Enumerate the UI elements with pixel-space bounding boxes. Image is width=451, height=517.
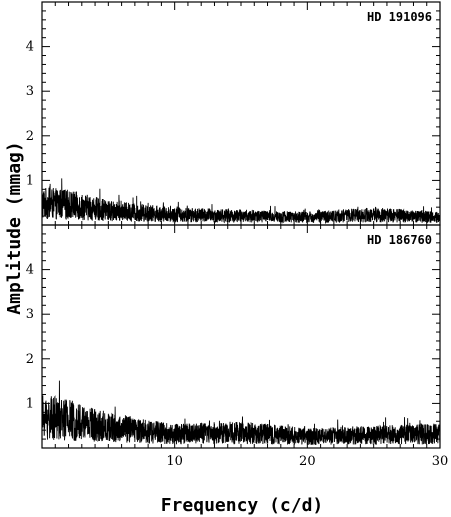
amplitude-spectrum-series [41, 178, 441, 225]
y-tick-label: 4 [26, 40, 34, 55]
panel-2: 1 2 3 4 HD 186760 10 20 30 [26, 224, 449, 469]
x-tick-label: 20 [299, 454, 316, 469]
y-tick-label: 3 [26, 307, 34, 322]
panel-frame [41, 224, 441, 449]
y-tick-label: 2 [26, 352, 34, 367]
x-tick-label: 30 [432, 454, 449, 469]
amplitude-spectrum-series [41, 380, 441, 445]
y-tick-label: 2 [26, 129, 34, 144]
x-tick-label: 10 [166, 454, 183, 469]
y-tick-label: 1 [26, 173, 34, 188]
panel-label: HD 191096 [367, 10, 432, 24]
y-tick-label: 1 [26, 396, 34, 411]
x-axis-title: Frequency (c/d) [161, 495, 324, 516]
panel-frame [41, 1, 441, 226]
panel-1: 1 2 3 4 HD 191096 [26, 1, 441, 226]
y-tick-label: 3 [26, 84, 34, 99]
panel-label: HD 186760 [367, 233, 432, 247]
y-tick-label: 4 [26, 263, 34, 278]
y-axis-title: Amplitude (mmag) [4, 141, 25, 314]
